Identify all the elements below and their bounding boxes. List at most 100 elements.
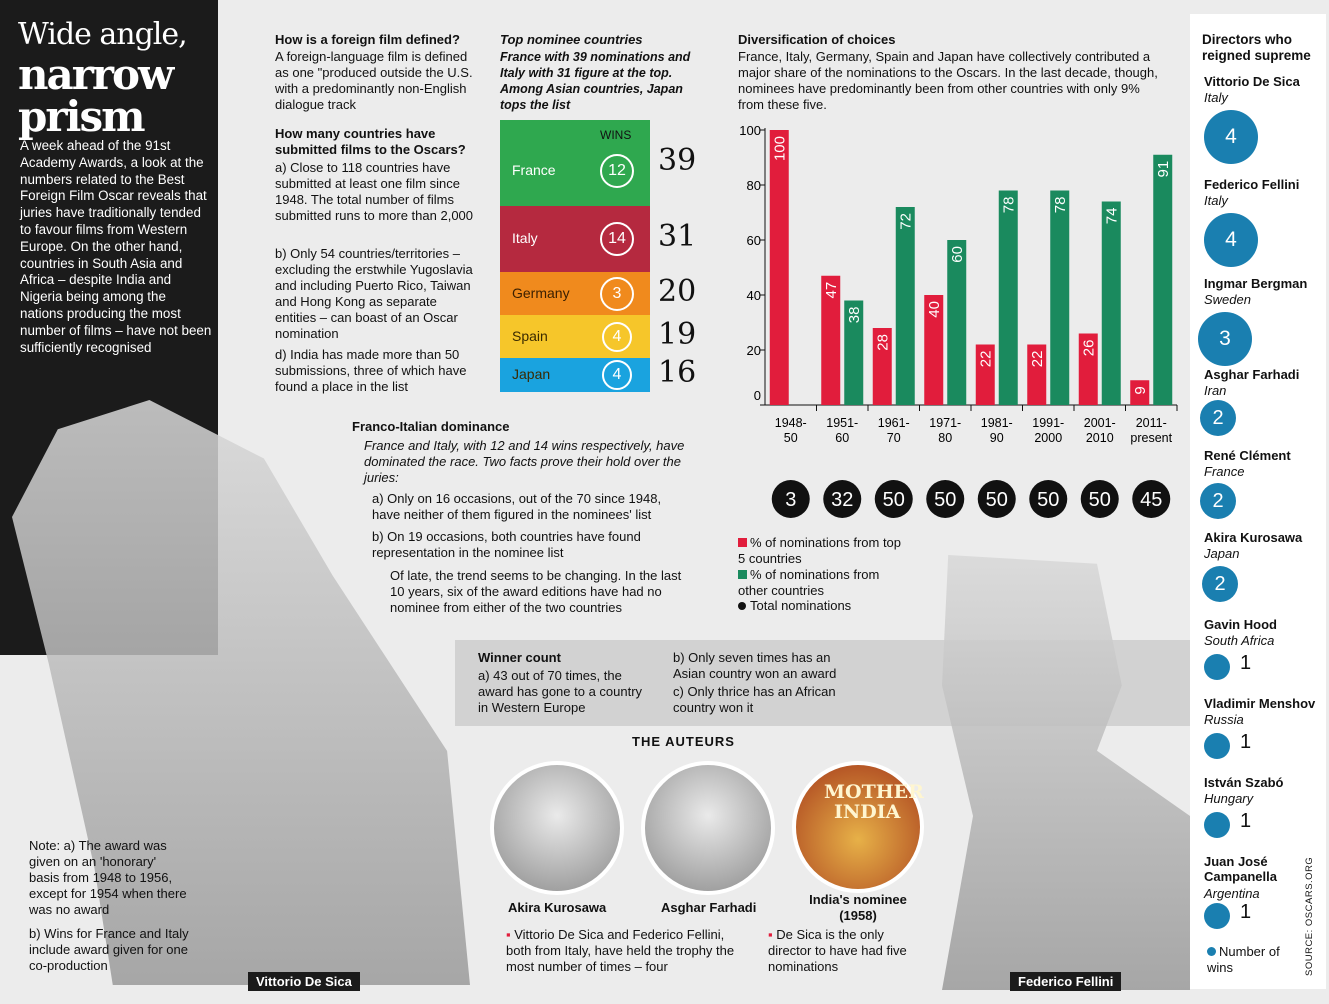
nominee-row: Spain 4 xyxy=(500,315,650,358)
auteur-name-india: India's nominee (1958) xyxy=(809,892,907,923)
category-label: 2001- xyxy=(1084,416,1116,430)
legend-total: Total nominations xyxy=(738,598,858,614)
bar-top5 xyxy=(872,328,892,405)
director-name: Gavin Hood xyxy=(1204,617,1277,632)
franco-heading: Franco-Italian dominance xyxy=(352,419,510,434)
bar-other xyxy=(998,190,1018,405)
auteur-note-2: ▪ De Sica is the only director to have h… xyxy=(768,927,908,975)
director-name: Akira Kurosawa xyxy=(1204,530,1303,545)
total-label: 45 xyxy=(1140,489,1162,511)
note-a: Note: a) The award was given on an 'hono… xyxy=(29,838,187,917)
total-label: 50 xyxy=(1089,489,1111,511)
auteur-note-2-text: De Sica is the only director to have had… xyxy=(768,927,907,974)
wins-count: 4 xyxy=(1225,228,1237,251)
a-countries-b: b) Only 54 countries/territories – exclu… xyxy=(275,246,473,341)
wins-dot xyxy=(1198,312,1252,366)
total-label: 50 xyxy=(883,489,905,511)
y-tick-label: 100 xyxy=(739,123,761,138)
wins-dot xyxy=(1202,566,1238,602)
headline-line1: Wide angle, xyxy=(18,17,188,52)
total-circle xyxy=(823,480,862,518)
nominee-row: France 12 xyxy=(500,120,650,206)
director-name: Asghar Farhadi xyxy=(1204,367,1300,382)
category-label: 1991- xyxy=(1032,416,1064,430)
total-circle xyxy=(771,480,810,518)
director-name: István Szabó xyxy=(1204,775,1284,790)
wins-count: 1 xyxy=(1240,652,1252,674)
director-country: Hungary xyxy=(1204,791,1254,806)
wins-count: 1 xyxy=(1240,731,1252,753)
bar-value-label: 26 xyxy=(1080,340,1097,357)
caption-de-sica: Vittorio De Sica xyxy=(248,972,360,991)
winner-b: b) Only seven times has an Asian country… xyxy=(673,650,837,681)
category-label: 1951- xyxy=(826,416,858,430)
nomination-share-chart: 0204060801001001948-50347381951-60322872… xyxy=(739,123,1178,518)
y-tick-label: 60 xyxy=(747,233,761,248)
wins-dot xyxy=(1204,654,1230,680)
wins-dot xyxy=(1204,733,1230,759)
nominee-country: France xyxy=(512,162,556,178)
category-label: 1961- xyxy=(878,416,910,430)
y-tick-label: 80 xyxy=(747,178,761,193)
franco-c: Of late, the trend seems to be changing.… xyxy=(390,568,682,615)
director-name: René Clément xyxy=(1204,448,1291,463)
bullet-icon: ▪ xyxy=(506,927,515,942)
wins-count: 2 xyxy=(1214,573,1226,595)
auteur-name-kurosawa: Akira Kurosawa xyxy=(508,900,607,915)
bar-value-label: 78 xyxy=(1052,197,1069,214)
nomination-count: 16 xyxy=(658,355,697,390)
director-country: Argentina xyxy=(1204,886,1260,901)
wins-dot xyxy=(1204,812,1230,838)
winner-a: a) 43 out of 70 times, the award has gon… xyxy=(478,668,643,715)
auteurs-heading: THE AUTEURS xyxy=(632,734,735,749)
category-label: 2011- xyxy=(1136,416,1167,430)
franco-a: a) Only on 16 occasions, out of the 70 s… xyxy=(372,491,662,522)
wins-ring: 4 xyxy=(602,360,632,390)
bar-top5 xyxy=(769,130,789,405)
bar-other xyxy=(947,240,967,405)
headline-line2: narrow prism xyxy=(18,50,174,141)
source-credit: SOURCE: OSCARS.ORG xyxy=(1304,856,1315,976)
director-name: Juan José Campanella xyxy=(1204,854,1277,884)
total-circle xyxy=(926,480,965,518)
diversification-heading: Diversification of choices xyxy=(738,32,896,47)
nominee-sub: France with 39 nominations and Italy wit… xyxy=(500,50,691,112)
director-country: Japan xyxy=(1204,546,1240,561)
director-country: Iran xyxy=(1204,383,1227,398)
auteur-note-1: ▪ Vittorio De Sica and Federico Fellini,… xyxy=(506,927,746,975)
category-label: 70 xyxy=(887,431,901,445)
wins-dot xyxy=(1200,483,1236,519)
category-label: 1948- xyxy=(775,416,807,430)
total-circle xyxy=(977,480,1016,518)
franco-intro: France and Italy, with 12 and 14 wins re… xyxy=(364,438,685,485)
nominee-country: Germany xyxy=(512,284,570,301)
a-countries-d: d) India has made more than 50 submissio… xyxy=(275,347,467,394)
category-label: 2000 xyxy=(1034,431,1062,445)
nominee-country: Italy xyxy=(512,230,538,246)
nomination-count: 19 xyxy=(658,316,697,352)
director-name: Federico Fellini xyxy=(1204,177,1300,192)
bar-top5 xyxy=(975,344,995,405)
bar-other xyxy=(1050,190,1070,405)
directors-heading: Directors who reigned supreme xyxy=(1202,32,1311,63)
diversification-text: France, Italy, Germany, Spain and Japan … xyxy=(738,49,1158,112)
poster-title-1: MOTHER xyxy=(824,781,924,803)
franco-b: b) On 19 occasions, both countries have … xyxy=(372,529,641,560)
bar-other xyxy=(1101,201,1121,405)
wins-count: 1 xyxy=(1240,810,1252,832)
category-label: 1981- xyxy=(981,416,1013,430)
nominee-row: Japan 4 xyxy=(500,358,650,392)
total-label: 50 xyxy=(986,489,1008,511)
bar-value-label: 78 xyxy=(1000,197,1017,214)
y-tick-label: 20 xyxy=(747,343,761,358)
q-countries: How many countries have submitted films … xyxy=(275,126,466,157)
bar-value-label: 72 xyxy=(897,213,914,230)
caption-fellini: Federico Fellini xyxy=(1010,972,1122,991)
nominee-table: France 12 39 Italy 14 31 Germany 3 20 Spain 4 19 Jap… xyxy=(500,120,720,395)
bar-value-label: 47 xyxy=(823,282,840,299)
wins-count: 3 xyxy=(1219,327,1231,350)
bar-value-label: 38 xyxy=(846,307,863,324)
y-tick-label: 40 xyxy=(747,288,761,303)
nomination-count: 20 xyxy=(658,273,697,309)
category-label: 1971- xyxy=(929,416,961,430)
